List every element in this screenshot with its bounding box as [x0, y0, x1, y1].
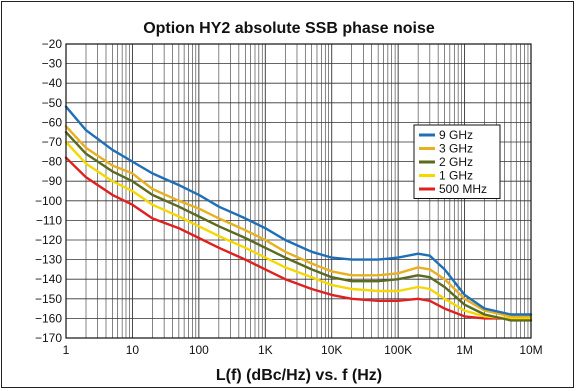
y-tick-label: −20: [42, 37, 63, 51]
y-tick-label: −80: [42, 155, 63, 169]
x-tick-label: 10K: [321, 343, 342, 357]
y-tick-label: −70: [42, 135, 63, 149]
y-tick-label: −120: [35, 233, 62, 247]
y-tick-label: −60: [42, 115, 63, 129]
x-tick-label: 10M: [519, 343, 542, 357]
y-tick-label: −40: [42, 76, 63, 90]
x-tick-label: 100: [189, 343, 209, 357]
legend-box: [413, 124, 501, 199]
legend-label: 1 GHz: [439, 169, 473, 183]
plot-area-border: [65, 43, 532, 339]
x-axis-label: L(f) (dBc/Hz) vs. f (Hz): [216, 367, 382, 384]
y-tick-label: −160: [35, 311, 62, 325]
axes: −20 −30 −40 −50 −60 −70 −80 −90 −100 −110 −120 −130…: [35, 37, 543, 357]
y-tick-label: −100: [35, 194, 62, 208]
series-line-3-ghz: [64, 125, 533, 318]
y-tick-label: −50: [42, 96, 63, 110]
legend-label: 3 GHz: [439, 142, 473, 156]
y-tick-label: −30: [42, 57, 63, 71]
y-tick-label: −150: [35, 292, 62, 306]
x-tick-label: 1: [63, 343, 70, 357]
x-tick-label: 1M: [456, 343, 473, 357]
x-tick-label: 100K: [384, 343, 412, 357]
y-tick-label: −110: [36, 213, 62, 227]
y-tick-label: −130: [35, 253, 62, 267]
y-tick-label: −170: [35, 331, 62, 345]
legend-label: 2 GHz: [439, 155, 473, 169]
x-tick-label: 10: [126, 343, 140, 357]
series-line-9-ghz: [64, 105, 533, 316]
series-lines: [64, 105, 533, 322]
chart-title: Option HY2 absolute SSB phase noise: [143, 20, 435, 37]
legend-label: 500 MHz: [439, 182, 487, 196]
series-line-1-ghz: [64, 140, 533, 320]
legend-label: 9 GHz: [439, 128, 473, 142]
series-line-500-mhz: [64, 156, 533, 320]
y-tick-label: −140: [35, 272, 62, 286]
series-line-2-ghz: [64, 130, 533, 322]
x-tick-label: 1K: [258, 343, 273, 357]
y-tick-label: −90: [42, 174, 63, 188]
